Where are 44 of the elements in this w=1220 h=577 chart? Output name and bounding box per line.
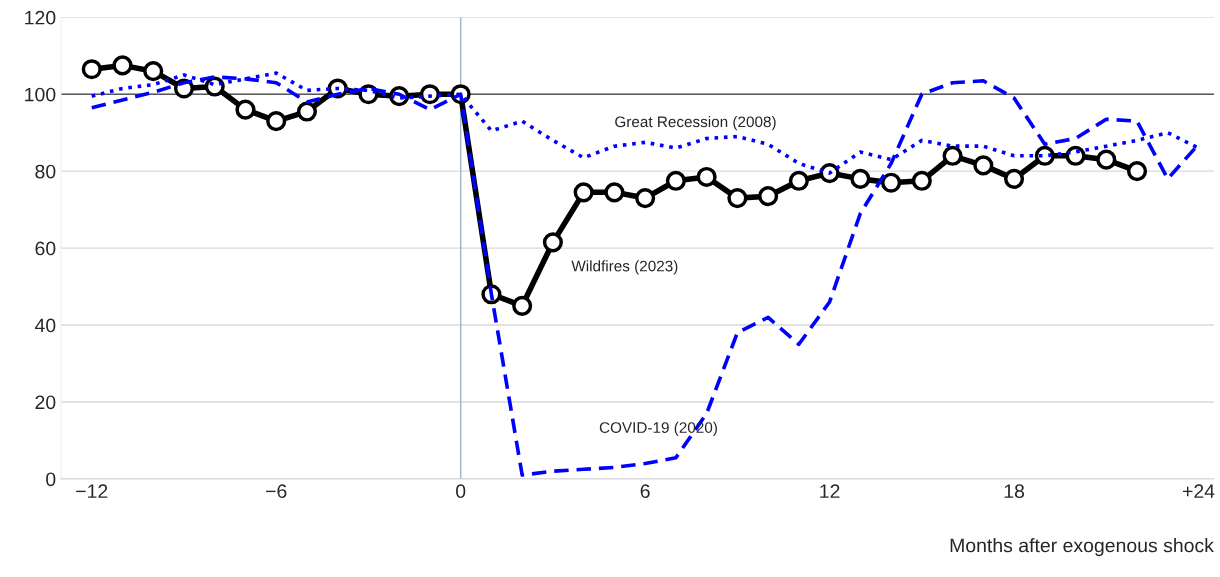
- point: [81, 59, 102, 80]
- point: [758, 186, 779, 207]
- x-tick-label: −6: [266, 484, 287, 499]
- series-label: Wildfires (2023): [571, 260, 678, 275]
- y-tick-label: 0: [46, 472, 56, 487]
- x-tick-label: 18: [1004, 484, 1025, 499]
- point: [235, 99, 256, 120]
- point: [850, 168, 871, 189]
- x-tick-label: 0: [456, 484, 466, 499]
- point: [512, 295, 533, 316]
- point: [143, 61, 164, 82]
- y-tick-label: 100: [25, 87, 56, 102]
- y-tick-label: 40: [34, 318, 56, 333]
- point: [604, 182, 625, 203]
- series-label: Great Recession (2008): [615, 115, 776, 131]
- point: [1096, 149, 1117, 170]
- point: [419, 84, 440, 105]
- point: [696, 166, 717, 188]
- point: [112, 55, 133, 76]
- point: [635, 188, 656, 209]
- point: [1126, 161, 1148, 182]
- y-tick-label: 120: [25, 10, 56, 25]
- point: [1003, 168, 1025, 189]
- point: [973, 155, 994, 176]
- x-tick-label: 12: [820, 484, 840, 498]
- point: [266, 111, 287, 132]
- point: [819, 163, 840, 184]
- point: [788, 170, 809, 191]
- point: [881, 172, 902, 193]
- x-tick-label: −12: [76, 484, 108, 498]
- point: [665, 170, 686, 191]
- series-label: COVID-19 (2020): [599, 421, 717, 437]
- y-tick-label: 80: [35, 164, 56, 179]
- point: [942, 145, 963, 166]
- y-tick-label: 20: [35, 395, 56, 410]
- y-tick-label: 60: [35, 241, 56, 256]
- point: [573, 182, 594, 203]
- point: [296, 101, 318, 122]
- point: [911, 170, 932, 191]
- x-tick-label: +24: [1182, 484, 1215, 498]
- point: [542, 232, 563, 253]
- x-axis-title: Months after exogenous shock: [950, 538, 1214, 557]
- x-tick-label: 6: [640, 484, 650, 499]
- point: [727, 188, 748, 209]
